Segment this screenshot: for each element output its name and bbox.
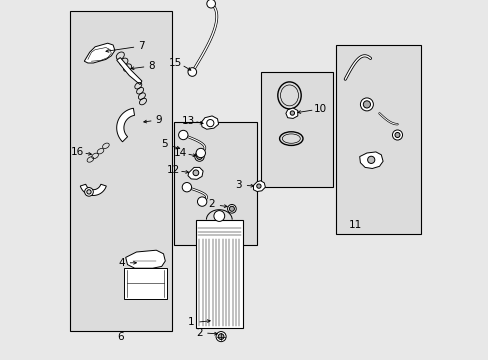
Text: 9: 9 [156,115,162,125]
Circle shape [87,190,91,194]
Circle shape [193,170,199,176]
Circle shape [84,188,93,196]
Text: 16: 16 [70,147,83,157]
Polygon shape [285,108,297,118]
Circle shape [392,130,402,140]
Polygon shape [117,108,134,142]
Polygon shape [80,184,106,195]
Text: 2: 2 [195,328,202,338]
Bar [70,11,172,331]
Circle shape [178,130,187,140]
Circle shape [229,206,234,211]
Circle shape [213,211,224,221]
Circle shape [206,120,213,127]
Polygon shape [84,43,115,63]
Circle shape [256,184,261,188]
Bar [336,45,420,234]
Polygon shape [123,268,167,299]
Bar [196,220,242,328]
Circle shape [289,111,294,115]
Circle shape [194,152,204,161]
Text: 6: 6 [117,332,123,342]
Circle shape [216,332,225,342]
Text: 7: 7 [138,41,145,51]
Text: 3: 3 [235,180,241,190]
Circle shape [367,156,374,163]
Text: 13: 13 [182,116,195,126]
Polygon shape [125,250,165,268]
Bar [174,122,257,245]
Text: 5: 5 [161,139,167,149]
Polygon shape [117,58,142,85]
Text: 14: 14 [173,148,187,158]
Text: 1: 1 [187,317,194,327]
Polygon shape [253,181,265,192]
Circle shape [206,0,215,8]
Circle shape [187,68,196,76]
Circle shape [196,154,202,159]
Bar [260,72,332,187]
Text: 10: 10 [314,104,326,114]
Polygon shape [187,167,203,179]
Circle shape [227,204,236,213]
Circle shape [218,334,224,339]
Circle shape [360,98,373,111]
Text: 2: 2 [207,199,214,210]
Polygon shape [201,116,218,129]
Text: 15: 15 [168,58,182,68]
Polygon shape [359,152,382,168]
Circle shape [182,183,191,192]
Text: 11: 11 [348,220,361,230]
Circle shape [394,132,399,138]
Text: 4: 4 [118,258,124,268]
Circle shape [196,148,205,158]
Text: 8: 8 [148,61,155,71]
Circle shape [197,197,206,206]
Text: 12: 12 [166,165,180,175]
Circle shape [363,101,370,108]
